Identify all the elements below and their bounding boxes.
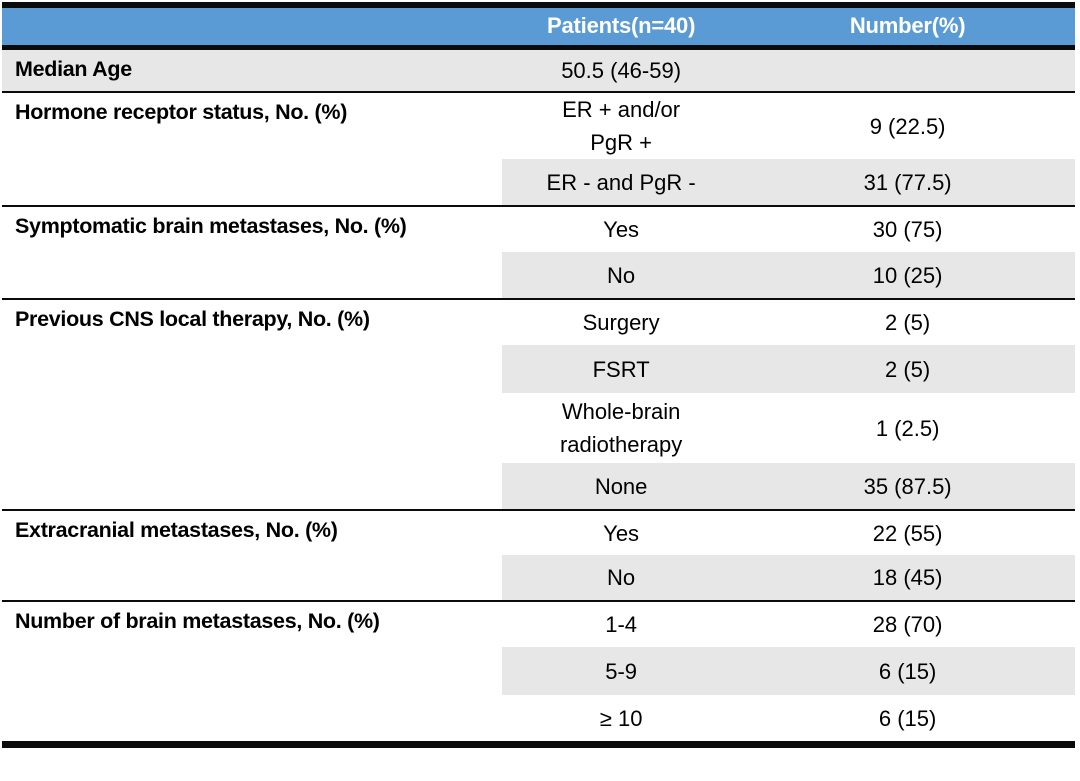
number-cell: 35 (87.5) xyxy=(740,463,1075,510)
category-cell: Median Age xyxy=(2,47,503,92)
number-cell: 2 (5) xyxy=(740,345,1075,393)
patients-cell: 5-9 xyxy=(502,647,741,695)
category-cell: Previous CNS local therapy, No. (%) xyxy=(2,298,503,510)
table-row-metastases-5-9: 5-9 6 (15) xyxy=(2,647,1075,695)
patients-cell: None xyxy=(502,463,741,510)
category-cell: Extracranial metastases, No. (%) xyxy=(2,509,503,601)
table-row-extracranial-no: No 18 (45) xyxy=(2,555,1075,601)
header-row: Patients(n=40) Number(%) xyxy=(2,8,1075,50)
patients-cell: Surgery xyxy=(502,298,741,345)
patients-cell: Whole-brain radiotherapy xyxy=(502,393,741,463)
number-cell: 10 (25) xyxy=(740,252,1075,299)
column-header-patients: Patients(n=40) xyxy=(502,8,741,50)
number-cell: 18 (45) xyxy=(740,555,1075,601)
table-row-er-negative: ER - and PgR - 31 (77.5) xyxy=(2,159,1075,206)
table-row-therapy-fsrt: FSRT 2 (5) xyxy=(2,345,1075,393)
patient-characteristics-table: Patients(n=40) Number(%) Median Age 50.5… xyxy=(2,8,1075,741)
patients-cell: Yes xyxy=(502,509,741,555)
category-cell: Symptomatic brain metastases, No. (%) xyxy=(2,205,503,299)
table-row-er-positive: Hormone receptor status, No. (%) ER + an… xyxy=(2,91,1075,206)
patients-cell: 50.5 (46-59) xyxy=(502,47,741,92)
category-cell: Hormone receptor status, No. (%) xyxy=(2,91,503,206)
table-row-extracranial-yes: Extracranial metastases, No. (%) Yes 22 … xyxy=(2,509,1075,601)
number-cell: 28 (70) xyxy=(740,600,1075,647)
patients-cell: ER + and/or PgR + xyxy=(502,91,741,159)
patients-cell: ≥ 10 xyxy=(502,695,741,741)
patient-characteristics-table-wrapper: Patients(n=40) Number(%) Median Age 50.5… xyxy=(2,2,1075,748)
table-row-therapy-surgery: Previous CNS local therapy, No. (%) Surg… xyxy=(2,298,1075,510)
patients-cell: 1-4 xyxy=(502,600,741,647)
patients-cell: No xyxy=(502,555,741,601)
number-cell: 6 (15) xyxy=(740,695,1075,741)
patients-cell: FSRT xyxy=(502,345,741,393)
table-row-median-age: Median Age 50.5 (46-59) xyxy=(2,47,1075,92)
number-cell: 1 (2.5) xyxy=(740,393,1075,463)
patients-cell: No xyxy=(502,252,741,299)
table-row-therapy-wbrt: Whole-brain radiotherapy 1 (2.5) xyxy=(2,393,1075,463)
number-cell: 22 (55) xyxy=(740,509,1075,555)
table-row-symptomatic-no: No 10 (25) xyxy=(2,252,1075,299)
table-header: Patients(n=40) Number(%) xyxy=(2,8,1075,50)
number-cell xyxy=(740,47,1075,92)
table-row-metastases-gte-10: ≥ 10 6 (15) xyxy=(2,695,1075,741)
column-header-number: Number(%) xyxy=(740,8,1075,50)
table-body: Median Age 50.5 (46-59) Hormone receptor… xyxy=(2,47,1075,741)
category-cell: Number of brain metastases, No. (%) xyxy=(2,600,503,741)
table-row-symptomatic-yes: Symptomatic brain metastases, No. (%) Ye… xyxy=(2,205,1075,299)
number-cell: 9 (22.5) xyxy=(740,91,1075,159)
number-cell: 2 (5) xyxy=(740,298,1075,345)
table-row-metastases-1-4: Number of brain metastases, No. (%) 1-4 … xyxy=(2,600,1075,741)
patients-cell: Yes xyxy=(502,205,741,252)
table-row-therapy-none: None 35 (87.5) xyxy=(2,463,1075,510)
number-cell: 31 (77.5) xyxy=(740,159,1075,206)
patients-cell: ER - and PgR - xyxy=(502,159,741,206)
column-header-empty xyxy=(2,8,503,50)
number-cell: 30 (75) xyxy=(740,205,1075,252)
number-cell: 6 (15) xyxy=(740,647,1075,695)
